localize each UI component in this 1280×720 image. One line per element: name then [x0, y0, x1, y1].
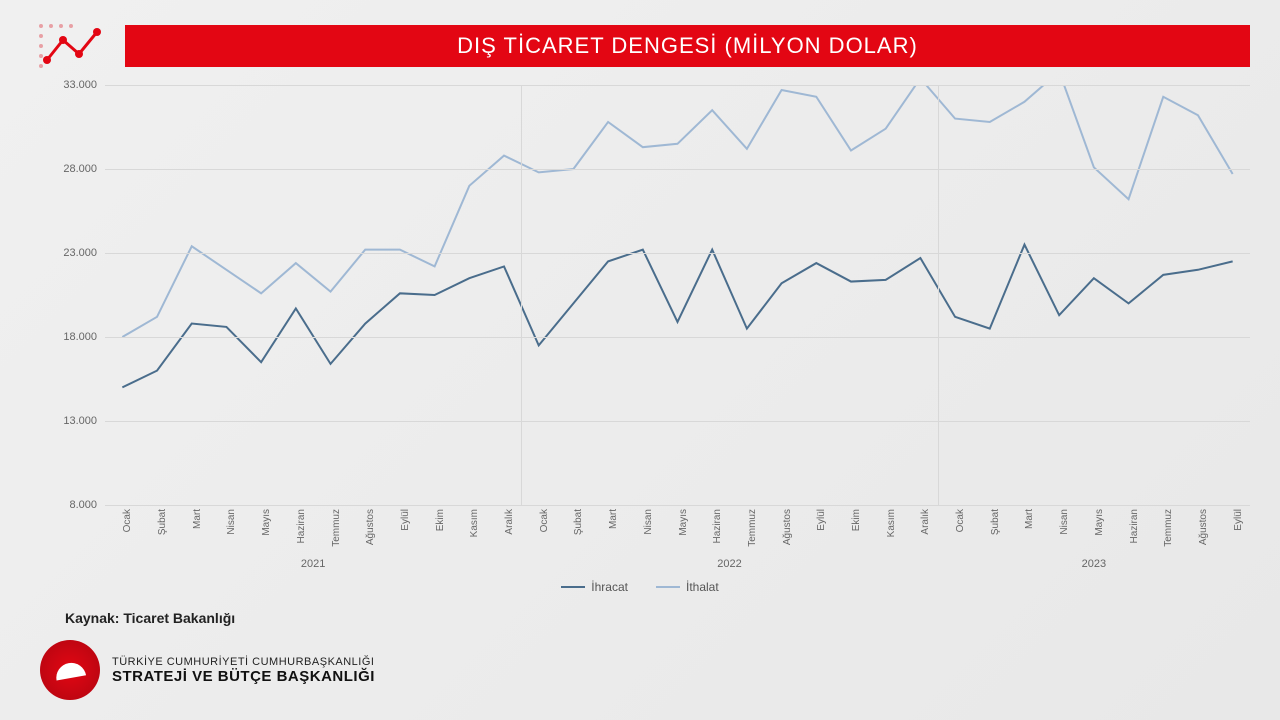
series-line [122, 245, 1232, 388]
gridline [105, 337, 1250, 338]
y-tick-label: 28.000 [63, 163, 97, 175]
x-tick-label: Ekim [435, 509, 446, 531]
x-tick-label: Temmuz [331, 509, 342, 547]
series-line [122, 85, 1232, 337]
x-tick-label: Kasım [469, 509, 480, 537]
year-separator [521, 85, 522, 505]
x-tick-label: Temmuz [747, 509, 758, 547]
x-tick-label: Temmuz [1163, 509, 1174, 547]
chart-lines [105, 85, 1250, 505]
x-tick-label: Nisan [1059, 509, 1070, 535]
x-tick-label: Ocak [539, 509, 550, 532]
x-tick-label: Eylül [816, 509, 827, 531]
x-tick-label: Şubat [573, 509, 584, 535]
y-tick-label: 13.000 [63, 415, 97, 427]
x-axis: Ocak Şubat Mart Nisan Mayıs Haziran Temmuz Ağus… [105, 505, 1250, 555]
x-tick-label: Ocak [955, 509, 966, 532]
x-tick-label: Mart [1024, 509, 1035, 529]
gridline [105, 253, 1250, 254]
org-seal-icon [40, 640, 100, 700]
org-line1: TÜRKİYE CUMHURİYETİ CUMHURBAŞKANLIĞI [112, 656, 375, 668]
x-tick-label: Ocak [122, 509, 133, 532]
legend-swatch [561, 586, 585, 588]
legend: İhracat İthalat [0, 580, 1280, 594]
legend-swatch [656, 586, 680, 588]
org-line2: STRATEJİ VE BÜTÇE BAŞKANLIĞI [112, 668, 375, 685]
x-tick-label: Haziran [1129, 509, 1140, 543]
x-tick-label: Aralık [504, 509, 515, 535]
x-tick-label: Ekim [851, 509, 862, 531]
x-tick-label: Mayıs [678, 509, 689, 536]
legend-label: İthalat [686, 580, 719, 594]
x-tick-label: Haziran [712, 509, 723, 543]
year-label: 2023 [1082, 558, 1106, 570]
x-tick-label: Ağustos [365, 509, 376, 545]
gridline [105, 169, 1250, 170]
x-tick-label: Ağustos [1198, 509, 1209, 545]
x-tick-label: Ağustos [782, 509, 793, 545]
gridline [105, 85, 1250, 86]
y-axis: 8.00013.00018.00023.00028.00033.000 [50, 85, 105, 505]
legend-item: İhracat [561, 580, 628, 594]
plot-area [105, 85, 1250, 505]
x-tick-label: Eylül [1233, 509, 1244, 531]
x-tick-label: Mayıs [261, 509, 272, 536]
x-tick-label: Nisan [226, 509, 237, 535]
chart-title: DIŞ TİCARET DENGESİ (MİLYON DOLAR) [125, 25, 1250, 67]
source-text: Kaynak: Ticaret Bakanlığı [65, 610, 235, 626]
chart-decor-icon [35, 20, 110, 75]
year-axis: 2021 2022 2023 [50, 558, 1250, 576]
chart: 8.00013.00018.00023.00028.00033.000 Ocak… [50, 85, 1250, 555]
x-tick-label: Mayıs [1094, 509, 1105, 536]
x-tick-label: Nisan [643, 509, 654, 535]
y-tick-label: 8.000 [69, 499, 97, 511]
y-tick-label: 18.000 [63, 331, 97, 343]
x-tick-label: Mart [608, 509, 619, 529]
legend-label: İhracat [591, 580, 628, 594]
gridline [105, 421, 1250, 422]
org-footer: TÜRKİYE CUMHURİYETİ CUMHURBAŞKANLIĞI STR… [40, 640, 375, 700]
y-tick-label: 33.000 [63, 79, 97, 91]
x-tick-label: Şubat [990, 509, 1001, 535]
x-tick-label: Şubat [157, 509, 168, 535]
y-tick-label: 23.000 [63, 247, 97, 259]
x-tick-label: Haziran [296, 509, 307, 543]
year-separator [938, 85, 939, 505]
year-label: 2022 [717, 558, 741, 570]
x-tick-label: Aralık [920, 509, 931, 535]
x-tick-label: Eylül [400, 509, 411, 531]
legend-item: İthalat [656, 580, 719, 594]
x-tick-label: Mart [192, 509, 203, 529]
year-label: 2021 [301, 558, 325, 570]
x-tick-label: Kasım [886, 509, 897, 537]
